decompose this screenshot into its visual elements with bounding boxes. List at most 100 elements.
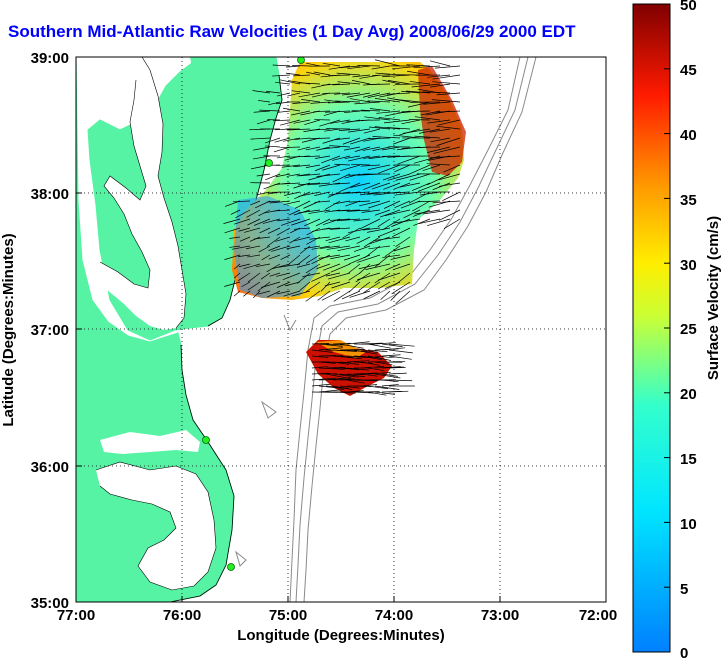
current-vector bbox=[338, 128, 361, 131]
current-vector bbox=[332, 349, 357, 352]
current-vector bbox=[266, 263, 281, 273]
current-vector bbox=[384, 245, 401, 257]
current-vector bbox=[253, 110, 271, 113]
current-vector bbox=[434, 65, 461, 69]
current-vector bbox=[374, 366, 401, 369]
current-vector bbox=[306, 62, 321, 67]
current-vector bbox=[245, 245, 261, 250]
current-vector bbox=[275, 173, 291, 178]
current-vector bbox=[346, 341, 370, 345]
current-vector bbox=[334, 137, 351, 141]
current-vector bbox=[384, 281, 401, 290]
current-vector bbox=[229, 236, 241, 239]
current-vector bbox=[348, 128, 371, 133]
current-vector bbox=[414, 116, 441, 121]
current-vector bbox=[308, 173, 331, 181]
current-vector bbox=[313, 71, 331, 76]
current-vector bbox=[360, 373, 378, 377]
current-vector bbox=[305, 254, 321, 264]
current-vector bbox=[377, 281, 391, 290]
current-vector bbox=[374, 272, 391, 284]
current-vector bbox=[348, 155, 371, 162]
lat-tick-label: 36:00 bbox=[31, 459, 69, 476]
current-vector bbox=[280, 119, 301, 126]
current-vector bbox=[388, 343, 415, 347]
current-vector bbox=[321, 290, 341, 301]
current-vector bbox=[438, 182, 461, 187]
current-vector bbox=[293, 236, 311, 242]
current-vector bbox=[308, 209, 331, 214]
current-vector bbox=[283, 137, 301, 142]
current-vector bbox=[367, 100, 391, 103]
current-vector bbox=[401, 119, 421, 125]
current-vector bbox=[276, 290, 291, 295]
chesapeake-bay bbox=[94, 57, 186, 330]
lon-tick-label: 76:00 bbox=[163, 607, 201, 624]
colorbar-tick-label: 40 bbox=[680, 127, 697, 144]
current-vector bbox=[388, 372, 407, 375]
current-vector bbox=[360, 384, 378, 387]
current-vector bbox=[322, 137, 341, 144]
current-vector bbox=[253, 146, 271, 151]
current-vector bbox=[252, 90, 271, 94]
current-vector bbox=[301, 99, 321, 103]
current-vector bbox=[349, 98, 371, 103]
current-vector bbox=[318, 385, 344, 389]
current-vector bbox=[334, 92, 351, 95]
current-vector bbox=[346, 379, 365, 384]
current-vector bbox=[407, 70, 431, 76]
current-vector bbox=[273, 146, 291, 153]
current-vector bbox=[322, 62, 341, 67]
lat-tick-label: 38:00 bbox=[31, 186, 69, 203]
current-vector bbox=[276, 281, 291, 288]
current-vector bbox=[268, 254, 281, 260]
current-vector bbox=[266, 200, 281, 203]
current-vector bbox=[382, 254, 401, 258]
current-vector bbox=[332, 391, 356, 394]
current-vector bbox=[314, 191, 331, 196]
current-vector bbox=[293, 119, 311, 124]
current-vector bbox=[244, 227, 261, 233]
current-vector bbox=[346, 367, 369, 371]
current-vector bbox=[233, 290, 241, 297]
current-vector bbox=[313, 110, 331, 113]
current-vector bbox=[274, 137, 291, 143]
current-vector bbox=[411, 83, 441, 88]
current-vector bbox=[224, 227, 241, 234]
current-vector bbox=[332, 361, 350, 365]
current-vector bbox=[284, 281, 301, 287]
current-vector bbox=[401, 90, 421, 94]
current-vector bbox=[291, 110, 311, 116]
current-vector bbox=[247, 272, 261, 283]
current-vector bbox=[318, 389, 345, 393]
current-vector bbox=[247, 281, 261, 291]
current-vector bbox=[271, 245, 291, 252]
current-vector bbox=[363, 128, 381, 134]
colorbar-tick-label: 5 bbox=[680, 581, 688, 598]
current-vector bbox=[401, 110, 431, 113]
current-vector bbox=[429, 83, 451, 88]
current-vector bbox=[372, 136, 401, 139]
current-vector bbox=[275, 236, 291, 242]
current-vector bbox=[443, 218, 461, 229]
lat-tick-label: 35:00 bbox=[31, 595, 69, 612]
colorbar-tick-label: 10 bbox=[680, 516, 697, 533]
lon-tick-label: 72:00 bbox=[579, 607, 617, 624]
current-vector bbox=[336, 72, 361, 76]
current-vector bbox=[356, 236, 371, 244]
current-vector bbox=[332, 342, 351, 345]
current-vector bbox=[339, 355, 363, 360]
current-vector bbox=[409, 81, 431, 85]
current-vector bbox=[343, 254, 361, 261]
current-vector bbox=[344, 155, 361, 159]
current-vector bbox=[320, 146, 341, 150]
current-vector bbox=[367, 92, 391, 98]
current-vector bbox=[235, 209, 251, 219]
current-vector bbox=[348, 272, 361, 281]
current-vector bbox=[319, 119, 341, 127]
lon-tick-label: 75:00 bbox=[269, 607, 307, 624]
current-vector bbox=[324, 128, 341, 132]
current-vector bbox=[265, 137, 281, 144]
current-vector bbox=[376, 110, 401, 114]
current-vector bbox=[269, 272, 281, 277]
